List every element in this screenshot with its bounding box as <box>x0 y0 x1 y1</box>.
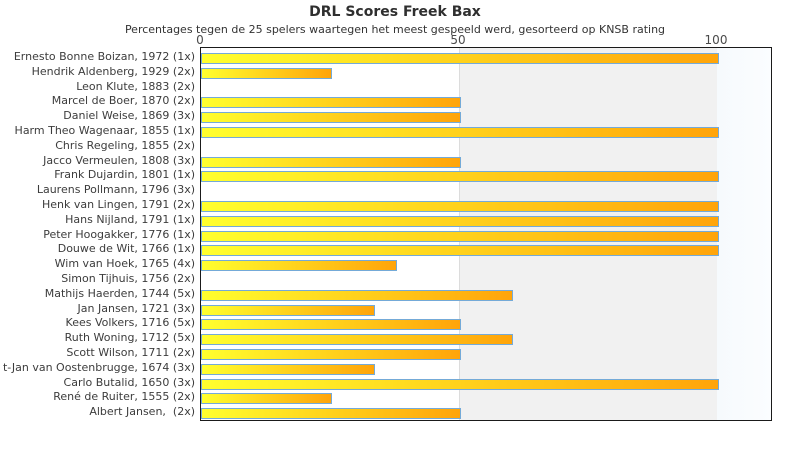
category-label: Ruth Woning, 1712 (5x) <box>64 331 195 345</box>
category-label: Ernesto Bonne Boizan, 1972 (1x) <box>13 50 195 63</box>
bar-row <box>201 391 771 406</box>
category-label: t-Jan van Oostenbrugge, 1674 (3x) <box>2 360 195 374</box>
category-label: Leon Klute, 1883 (2x) <box>76 79 195 93</box>
category-label: Laurens Pollmann, 1796 (3x) <box>36 183 195 197</box>
category-label: Jan Jansen, 1721 (3x) <box>77 301 195 315</box>
bar-row <box>201 51 771 66</box>
category-label: Henk van Lingen, 1791 (2x) <box>41 197 195 211</box>
chart-subtitle: Percentages tegen de 25 spelers waartege… <box>124 23 666 36</box>
bar-row <box>201 110 771 125</box>
bar-row <box>201 95 771 110</box>
bar <box>201 156 461 168</box>
category-labels: Ernesto Bonne Boizan, 1972 (1x) Hendrik A… <box>0 47 195 421</box>
bar-row <box>201 273 771 288</box>
bar <box>201 126 719 138</box>
bar <box>201 97 461 109</box>
bar <box>201 408 461 420</box>
category-label: Albert Jansen, (2x) <box>89 405 195 419</box>
category-label: Mathijs Haerden, 1744 (5x) <box>44 286 195 300</box>
category-label: Hans Nijland, 1791 (1x) <box>65 212 195 226</box>
bar <box>201 67 332 79</box>
bar <box>201 304 375 316</box>
category-label: Hendrik Aldenberg, 1929 (2x) <box>31 64 195 78</box>
bar-row <box>201 347 771 362</box>
bar-row <box>201 214 771 229</box>
category-label: Jacco Vermeulen, 1808 (3x) <box>43 153 195 167</box>
x-axis-tick-label: 0 <box>196 33 204 47</box>
bar-row <box>201 288 771 303</box>
bar <box>201 112 461 124</box>
bar-row <box>201 303 771 318</box>
category-label: Scott Wilson, 1711 (2x) <box>66 345 195 359</box>
category-label: Carlo Butalid, 1650 (3x) <box>63 375 195 389</box>
bar-row <box>201 317 771 332</box>
bar <box>201 378 719 390</box>
category-label: Kees Volkers, 1716 (5x) <box>65 316 195 330</box>
bar-row <box>201 243 771 258</box>
bar-row <box>201 377 771 392</box>
category-label: Frank Dujardin, 1801 (1x) <box>54 168 195 182</box>
category-label: Daniel Weise, 1869 (3x) <box>63 109 195 123</box>
chart-title: DRL Scores Freek Bax <box>309 4 481 20</box>
x-axis-tick-label: 50 <box>450 33 466 47</box>
bar <box>201 245 719 257</box>
bar <box>201 53 719 64</box>
category-label: Marcel de Boer, 1870 (2x) <box>51 94 195 108</box>
bar <box>201 393 332 405</box>
bar-row <box>201 406 771 421</box>
bar-row <box>201 199 771 214</box>
bar <box>201 230 719 242</box>
bar <box>201 200 719 212</box>
bar-rows <box>201 48 771 420</box>
bar-row <box>201 81 771 96</box>
bar-row <box>201 332 771 347</box>
bar-row <box>201 125 771 140</box>
category-label: Wim van Hoek, 1765 (4x) <box>54 257 195 271</box>
bar <box>201 319 461 331</box>
category-label: Douwe de Wit, 1766 (1x) <box>57 242 195 256</box>
bar-row <box>201 66 771 81</box>
plot-area <box>200 47 772 421</box>
bar <box>201 289 513 301</box>
bar-row <box>201 229 771 244</box>
bar-row <box>201 155 771 170</box>
bar <box>201 171 719 183</box>
bar-row <box>201 258 771 273</box>
bar-row <box>201 184 771 199</box>
bar <box>201 215 719 227</box>
category-label: René de Ruiter, 1555 (2x) <box>53 390 195 404</box>
x-axis: 0 50 100 <box>196 33 772 47</box>
bar <box>201 363 375 375</box>
bar-row <box>201 140 771 155</box>
bar-row <box>201 362 771 377</box>
bar <box>201 334 513 346</box>
category-label: Harm Theo Wagenaar, 1855 (1x) <box>14 123 195 137</box>
bar <box>201 348 461 360</box>
category-label: Simon Tijhuis, 1756 (2x) <box>61 271 195 285</box>
bar <box>201 260 397 272</box>
x-axis-tick-label: 100 <box>704 33 728 47</box>
bar-row <box>201 169 771 184</box>
category-label: Chris Regeling, 1855 (2x) <box>55 138 195 152</box>
category-label: Peter Hoogakker, 1776 (1x) <box>43 227 195 241</box>
